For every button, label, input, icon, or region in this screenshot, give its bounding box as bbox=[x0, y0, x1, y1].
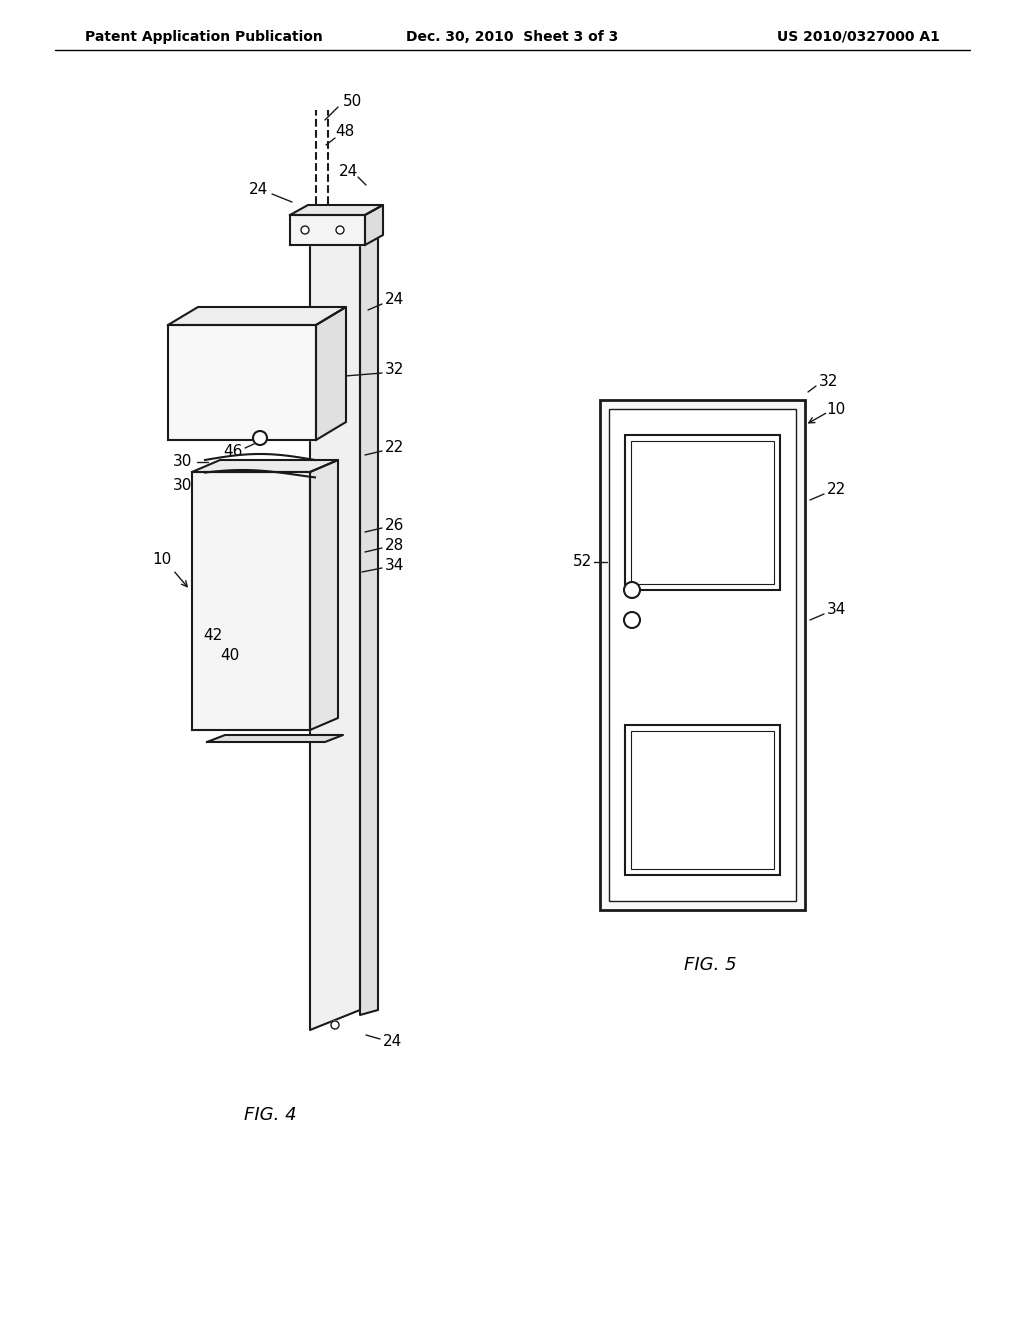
Text: 30: 30 bbox=[173, 478, 193, 492]
Polygon shape bbox=[310, 459, 338, 730]
Polygon shape bbox=[365, 205, 383, 246]
Polygon shape bbox=[316, 308, 346, 440]
Polygon shape bbox=[290, 215, 365, 246]
Text: 32: 32 bbox=[818, 375, 838, 389]
Bar bbox=[631, 441, 774, 583]
Polygon shape bbox=[168, 308, 346, 325]
Text: 22: 22 bbox=[385, 441, 404, 455]
Circle shape bbox=[624, 612, 640, 628]
Circle shape bbox=[301, 226, 309, 234]
Text: 40: 40 bbox=[220, 648, 240, 663]
Polygon shape bbox=[310, 224, 360, 1030]
Text: 34: 34 bbox=[826, 602, 846, 618]
Bar bbox=[625, 436, 780, 590]
Text: 24: 24 bbox=[383, 1035, 402, 1049]
Text: US 2010/0327000 A1: US 2010/0327000 A1 bbox=[777, 30, 940, 44]
Text: 10: 10 bbox=[153, 553, 172, 568]
Polygon shape bbox=[168, 325, 316, 440]
Text: FIG. 5: FIG. 5 bbox=[684, 956, 736, 974]
Polygon shape bbox=[193, 459, 338, 473]
Text: 48: 48 bbox=[336, 124, 354, 140]
Text: 52: 52 bbox=[572, 554, 592, 569]
Text: 22: 22 bbox=[826, 483, 846, 498]
Circle shape bbox=[253, 432, 267, 445]
Bar bbox=[625, 725, 780, 875]
Text: 32: 32 bbox=[385, 363, 404, 378]
Bar bbox=[631, 731, 774, 869]
Text: 50: 50 bbox=[342, 95, 361, 110]
Bar bbox=[600, 400, 805, 909]
Polygon shape bbox=[360, 224, 378, 1015]
Polygon shape bbox=[207, 735, 343, 742]
Text: 34: 34 bbox=[385, 557, 404, 573]
Text: 24: 24 bbox=[385, 293, 404, 308]
Text: Patent Application Publication: Patent Application Publication bbox=[85, 30, 323, 44]
Text: 24: 24 bbox=[249, 182, 267, 198]
Text: 10: 10 bbox=[826, 403, 846, 417]
Circle shape bbox=[336, 226, 344, 234]
Text: FIG. 4: FIG. 4 bbox=[244, 1106, 296, 1125]
Text: Dec. 30, 2010  Sheet 3 of 3: Dec. 30, 2010 Sheet 3 of 3 bbox=[406, 30, 618, 44]
Text: 46: 46 bbox=[223, 445, 243, 459]
Text: 24: 24 bbox=[338, 165, 357, 180]
Text: 26: 26 bbox=[385, 517, 404, 532]
Text: 42: 42 bbox=[204, 627, 222, 643]
Text: 28: 28 bbox=[385, 537, 404, 553]
Text: 30: 30 bbox=[173, 454, 193, 470]
Circle shape bbox=[331, 1020, 339, 1030]
Polygon shape bbox=[290, 205, 383, 215]
Circle shape bbox=[624, 582, 640, 598]
Bar bbox=[609, 409, 796, 902]
Polygon shape bbox=[193, 473, 310, 730]
